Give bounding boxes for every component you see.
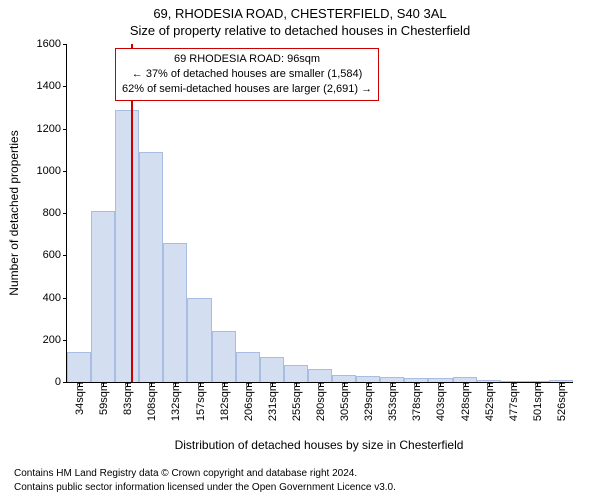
x-tick-label: 329sqm [361, 382, 375, 421]
y-tick-label: 400 [43, 292, 67, 304]
title-line-1: 69, RHODESIA ROAD, CHESTERFIELD, S40 3AL [0, 6, 600, 21]
y-axis-label: Number of detached properties [7, 130, 21, 295]
x-tick-label: 157sqm [193, 382, 207, 421]
x-tick-label: 255sqm [289, 382, 303, 421]
x-tick-label: 526sqm [554, 382, 568, 421]
x-tick-label: 305sqm [337, 382, 351, 421]
x-tick-label: 83sqm [120, 382, 134, 415]
y-tick-label: 1200 [37, 123, 67, 135]
x-tick-label: 353sqm [385, 382, 399, 421]
y-tick-label: 800 [43, 207, 67, 219]
x-tick-label: 280sqm [313, 382, 327, 421]
histogram-bar [236, 352, 260, 382]
annotation-line: 69 RHODESIA ROAD: 96sqm [122, 52, 372, 67]
x-tick-label: 231sqm [265, 382, 279, 421]
y-tick-label: 0 [55, 376, 67, 388]
x-tick-label: 34sqm [72, 382, 86, 415]
x-tick-label: 428sqm [458, 382, 472, 421]
histogram-bar [115, 110, 139, 383]
y-tick-label: 600 [43, 249, 67, 261]
chart-container: 69, RHODESIA ROAD, CHESTERFIELD, S40 3AL… [0, 0, 600, 500]
annotation-box: 69 RHODESIA ROAD: 96sqm← 37% of detached… [115, 48, 379, 101]
y-tick-label: 1600 [37, 38, 67, 50]
title-line-2: Size of property relative to detached ho… [0, 23, 600, 38]
annotation-line: ← 37% of detached houses are smaller (1,… [122, 67, 372, 82]
histogram-bar [139, 152, 163, 382]
y-tick-label: 1400 [37, 80, 67, 92]
y-tick-label: 1000 [37, 165, 67, 177]
x-tick-label: 477sqm [506, 382, 520, 421]
x-tick-label: 182sqm [217, 382, 231, 421]
x-tick-label: 132sqm [168, 382, 182, 421]
x-tick-label: 452sqm [482, 382, 496, 421]
histogram-bar [163, 243, 187, 382]
x-tick-label: 378sqm [409, 382, 423, 421]
histogram-bar [332, 375, 356, 382]
x-tick-label: 206sqm [241, 382, 255, 421]
histogram-bar [67, 352, 91, 382]
histogram-bar [91, 211, 115, 382]
x-tick-label: 59sqm [96, 382, 110, 415]
x-tick-label: 403sqm [433, 382, 447, 421]
x-axis-label: Distribution of detached houses by size … [66, 438, 572, 452]
histogram-bar [187, 298, 211, 383]
annotation-line: 62% of semi-detached houses are larger (… [122, 82, 372, 97]
footer-line-2: Contains public sector information licen… [14, 481, 396, 494]
histogram-bar [284, 365, 308, 382]
footer-line-1: Contains HM Land Registry data © Crown c… [14, 467, 357, 480]
x-tick-label: 501sqm [530, 382, 544, 421]
x-tick-label: 108sqm [144, 382, 158, 421]
histogram-bar [308, 369, 332, 382]
histogram-bar [212, 331, 236, 382]
plot-area: 0200400600800100012001400160034sqm59sqm8… [66, 44, 573, 383]
histogram-bar [260, 357, 284, 382]
y-tick-label: 200 [43, 334, 67, 346]
